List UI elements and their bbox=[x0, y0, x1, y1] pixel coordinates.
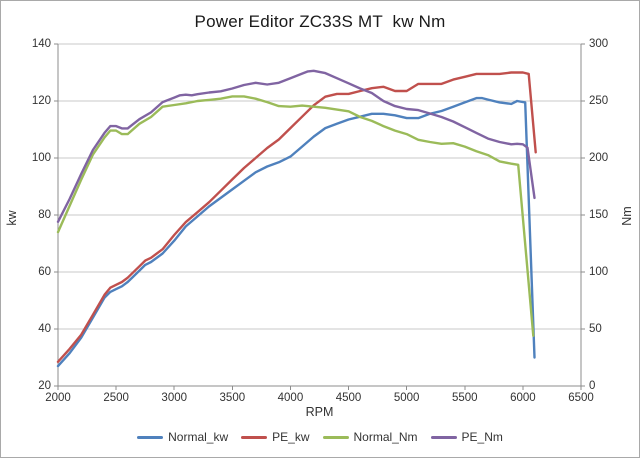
legend-line-swatch bbox=[430, 435, 457, 439]
x-tick-label: 6000 bbox=[510, 392, 536, 404]
y-right-tick-label: 250 bbox=[589, 95, 609, 107]
y-left-tick-label: 140 bbox=[31, 38, 51, 50]
legend-line-swatch bbox=[322, 435, 349, 439]
legend-item-pe_nm: PE_Nm bbox=[430, 430, 503, 444]
x-tick-label: 5000 bbox=[393, 392, 420, 404]
x-tick-label: 2500 bbox=[103, 392, 129, 404]
y-left-tick-label: 40 bbox=[38, 323, 51, 335]
y-left-tick-label: 20 bbox=[38, 380, 51, 392]
legend-item-normal_nm: Normal_Nm bbox=[322, 430, 418, 444]
y-right-tick-label: 100 bbox=[589, 266, 609, 278]
y-right-tick-label: 200 bbox=[589, 152, 609, 164]
legend-label: PE_Nm bbox=[461, 430, 503, 444]
legend-line-swatch bbox=[241, 435, 268, 439]
x-tick-label: 3500 bbox=[219, 392, 246, 404]
chart-title: Power Editor ZC33S MT kw Nm bbox=[194, 12, 446, 31]
y-right-tick-label: 150 bbox=[589, 209, 609, 221]
y-right-tick-label: 0 bbox=[589, 380, 596, 392]
x-tick-label: 2000 bbox=[45, 392, 71, 404]
x-axis-label: RPM bbox=[305, 405, 334, 419]
y-left-tick-label: 120 bbox=[31, 95, 51, 107]
y-left-tick-label: 60 bbox=[38, 266, 51, 278]
y-left-tick-label: 100 bbox=[31, 152, 51, 164]
x-tick-label: 6500 bbox=[568, 392, 594, 404]
x-tick-label: 3000 bbox=[161, 392, 188, 404]
x-tick-label: 4000 bbox=[277, 392, 304, 404]
legend-line-swatch bbox=[137, 435, 164, 439]
y-right-tick-label: 50 bbox=[589, 323, 602, 335]
x-tick-label: 4500 bbox=[335, 392, 362, 404]
legend-item-normal_kw: Normal_kw bbox=[137, 430, 228, 444]
legend-label: Normal_Nm bbox=[353, 430, 418, 444]
legend-label: Normal_kw bbox=[168, 430, 229, 444]
x-tick-label: 5500 bbox=[451, 392, 478, 404]
legend-label: PE_kw bbox=[272, 430, 310, 444]
legend-item-pe_kw: PE_kw bbox=[241, 430, 310, 444]
y-left-tick-label: 80 bbox=[38, 209, 51, 221]
y-right-tick-label: 300 bbox=[589, 38, 609, 50]
legend: Normal_kw PE_kw Normal_Nm PE_Nm bbox=[1, 430, 639, 444]
